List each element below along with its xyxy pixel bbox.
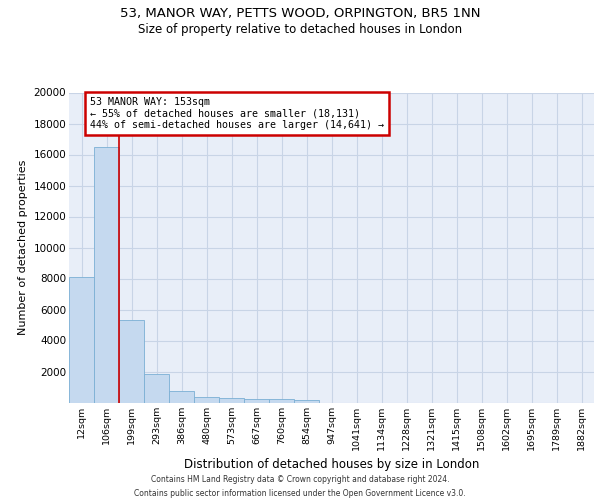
X-axis label: Distribution of detached houses by size in London: Distribution of detached houses by size … [184, 458, 479, 471]
Bar [144, 374, 169, 402]
Bar [169, 391, 194, 402]
Bar [219, 398, 244, 402]
Bar [244, 398, 269, 402]
Bar [269, 399, 294, 402]
Text: 53, MANOR WAY, PETTS WOOD, ORPINGTON, BR5 1NN: 53, MANOR WAY, PETTS WOOD, ORPINGTON, BR… [120, 8, 480, 20]
Bar [119, 320, 144, 402]
Bar [69, 277, 94, 402]
Bar [294, 400, 319, 402]
Bar [194, 396, 219, 402]
Text: 53 MANOR WAY: 153sqm
← 55% of detached houses are smaller (18,131)
44% of semi-d: 53 MANOR WAY: 153sqm ← 55% of detached h… [89, 97, 383, 130]
Y-axis label: Number of detached properties: Number of detached properties [18, 160, 28, 335]
Text: Contains HM Land Registry data © Crown copyright and database right 2024.
Contai: Contains HM Land Registry data © Crown c… [134, 476, 466, 498]
Text: Size of property relative to detached houses in London: Size of property relative to detached ho… [138, 22, 462, 36]
Bar [94, 147, 119, 403]
